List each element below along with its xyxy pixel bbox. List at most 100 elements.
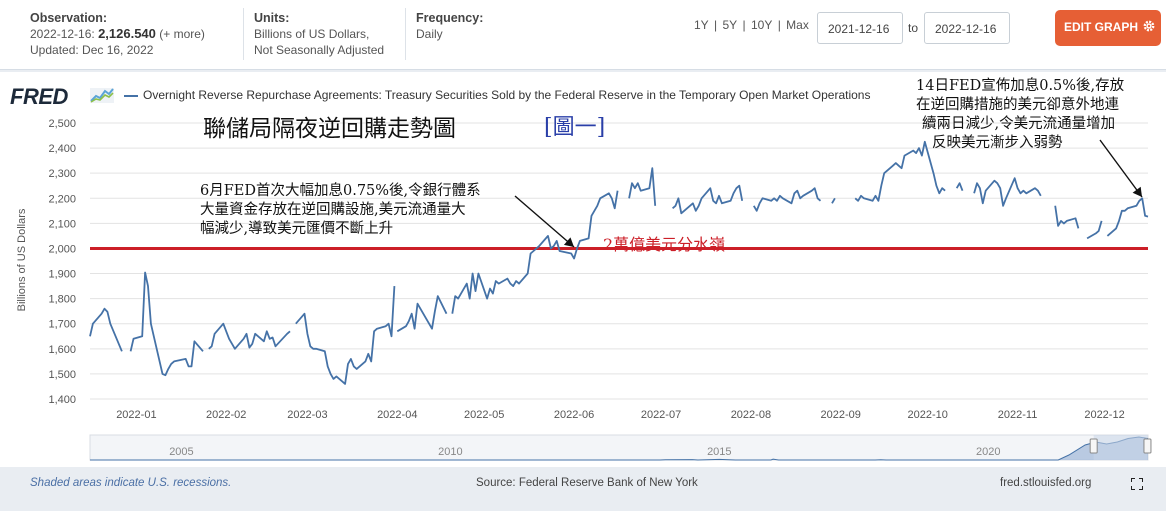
x-tick-label: 2022-12 bbox=[1084, 409, 1124, 421]
y-tick-label: 2,100 bbox=[48, 218, 76, 230]
series-line-segment bbox=[1086, 220, 1103, 240]
series-title: Overnight Reverse Repurchase Agreements:… bbox=[143, 88, 871, 102]
range-separator: | bbox=[777, 18, 781, 32]
x-tick-label: 2022-11 bbox=[998, 409, 1038, 421]
y-tick-label: 2,400 bbox=[48, 143, 76, 155]
x-tick-label: 2022-10 bbox=[908, 409, 948, 421]
annotation-title: 聯儲局隔夜逆回購走勢圖 bbox=[203, 116, 456, 142]
recession-note: Shaded areas indicate U.S. recessions. bbox=[30, 477, 232, 489]
right-note-line: 反映美元漸步入弱勢 bbox=[932, 135, 1063, 151]
annotation-arrow-shaft bbox=[514, 195, 575, 248]
series-line-group bbox=[89, 140, 1149, 385]
y-tick-label: 2,300 bbox=[48, 168, 76, 180]
units-block: Units: Billions of US Dollars, Not Seaso… bbox=[254, 10, 384, 58]
updated-date: Updated: Dec 16, 2022 bbox=[30, 43, 154, 57]
annotation-arrows bbox=[514, 139, 1143, 248]
y-tick-label: 1,900 bbox=[48, 269, 76, 281]
time-navigator: 2005 2010 2015 2020 bbox=[89, 434, 1152, 461]
edit-graph-label: EDIT GRAPH bbox=[1064, 20, 1139, 34]
x-tick-label: 2022-04 bbox=[377, 409, 417, 421]
legend-swatch bbox=[124, 95, 138, 97]
y-tick-label: 2,200 bbox=[48, 193, 76, 205]
navigator-handle bbox=[1143, 438, 1152, 454]
y-tick-label: 1,600 bbox=[48, 344, 76, 356]
left-note-line: 6月FED首次大幅加息0.75%後,令銀行體系 bbox=[200, 183, 481, 199]
navigator-year-label: 2005 bbox=[169, 446, 193, 458]
series-line-segment bbox=[1106, 197, 1149, 237]
to-label: to bbox=[908, 21, 919, 35]
threshold-label-text: 2萬億美元分水嶺 bbox=[603, 235, 726, 254]
series-line-segment bbox=[672, 184, 744, 215]
x-tick-label: 2022-07 bbox=[641, 409, 681, 421]
units-line-2: Not Seasonally Adjusted bbox=[254, 43, 385, 57]
x-tick-label: 2022-05 bbox=[464, 409, 504, 421]
units-line-1: Billions of US Dollars, bbox=[254, 27, 370, 41]
y-axis-label: Billions of US Dollars bbox=[16, 208, 28, 311]
edit-graph-button[interactable]: EDIT GRAPH bbox=[1055, 10, 1161, 46]
observation-value: 2,126.540 bbox=[98, 26, 156, 41]
annotation-right-note: 14日FED宣佈加息0.5%後,存放 在逆回購措施的美元卻意外地連 續兩日減少,… bbox=[916, 77, 1124, 153]
series-line-segment bbox=[831, 197, 836, 204]
navigator-year-label: 2010 bbox=[438, 446, 462, 458]
annotation-left-note: 6月FED首次大幅加息0.75%後,令銀行體系 大量資金存放在逆回購設施,美元流… bbox=[200, 182, 481, 239]
series-line-segment bbox=[451, 190, 619, 314]
series-line-segment bbox=[973, 177, 1042, 207]
fred-logo: FRED bbox=[10, 84, 68, 109]
navigator-selection bbox=[1093, 435, 1148, 460]
fred-mini-chart-icon bbox=[90, 88, 114, 103]
series-line-segment bbox=[89, 307, 123, 352]
y-tick-label: 1,400 bbox=[48, 394, 76, 406]
range-separator: | bbox=[714, 18, 718, 32]
fred-url-link[interactable]: fred.stlouisfed.org bbox=[1000, 477, 1092, 489]
series-line-segment bbox=[129, 271, 204, 377]
header-divider bbox=[243, 8, 244, 60]
end-date-input[interactable]: 2022-12-16 bbox=[924, 12, 1010, 44]
observation-label: Observation: bbox=[30, 11, 108, 25]
navigator-year-label: 2020 bbox=[976, 446, 1000, 458]
y-tick-label: 1,700 bbox=[48, 319, 76, 331]
annotation-arrow-shaft bbox=[1099, 139, 1143, 198]
right-note-line: 在逆回購措施的美元卻意外地連 bbox=[916, 97, 1119, 113]
x-tick-label: 2022-06 bbox=[554, 409, 594, 421]
series-line-segment bbox=[628, 167, 657, 206]
range-separator: | bbox=[742, 18, 746, 32]
range-5y[interactable]: 5Y bbox=[722, 18, 738, 32]
y-tick-label: 1,500 bbox=[48, 369, 76, 381]
annotation-figure-tag: [圖一] bbox=[544, 109, 605, 141]
annotation-arrow-head bbox=[563, 237, 574, 247]
series-line-segment bbox=[854, 140, 946, 202]
units-label: Units: bbox=[254, 11, 290, 25]
header-bar: Observation: 2022-12-16: 2,126.540 (+ mo… bbox=[0, 0, 1166, 70]
chart-svg: 1,400 1,500 1,600 1,700 1,800 1,900 2,000 2,100… bbox=[16, 118, 1152, 461]
frequency-label: Frequency: bbox=[416, 11, 484, 25]
series-line-segment bbox=[208, 322, 291, 350]
footer-bar bbox=[0, 467, 1166, 511]
y-tick-label: 1,800 bbox=[48, 294, 76, 306]
x-tick-labels: 2022-01 2022-02 2022-03 2022-04 2022-05 2022-… bbox=[116, 409, 1125, 421]
range-selector: 1Y | 5Y | 10Y | Max bbox=[694, 18, 811, 32]
y-tick-labels: 1,400 1,500 1,600 1,700 1,800 1,900 2,000 2,100… bbox=[48, 118, 76, 406]
source-note: Source: Federal Reserve Bank of New York bbox=[476, 477, 698, 489]
series-line-segment bbox=[396, 295, 448, 333]
frequency-block: Frequency: Daily bbox=[416, 10, 483, 42]
left-note-line: 大量資金存放在逆回購設施,美元流通量大 bbox=[200, 202, 466, 218]
figure-tag-text: [圖一] bbox=[544, 115, 606, 140]
range-max[interactable]: Max bbox=[786, 18, 809, 32]
x-tick-label: 2022-01 bbox=[116, 409, 156, 421]
header-divider bbox=[405, 8, 406, 60]
series-line-segment bbox=[753, 187, 822, 212]
range-10y[interactable]: 10Y bbox=[751, 18, 773, 32]
series-line-segment bbox=[955, 182, 964, 192]
series-line-segment bbox=[295, 286, 396, 385]
range-1y[interactable]: 1Y bbox=[694, 18, 709, 32]
x-tick-label: 2022-03 bbox=[287, 409, 327, 421]
gear-icon bbox=[1143, 20, 1155, 32]
start-date-input[interactable]: 2021-12-16 bbox=[817, 12, 903, 44]
series-line-segment bbox=[1054, 205, 1080, 229]
observation-more-link[interactable]: (+ more) bbox=[159, 27, 205, 41]
observation-block: Observation: 2022-12-16: 2,126.540 (+ mo… bbox=[30, 10, 205, 58]
y-tick-label: 2,500 bbox=[48, 118, 76, 130]
fullscreen-icon[interactable] bbox=[1131, 478, 1143, 490]
x-tick-label: 2022-09 bbox=[821, 409, 861, 421]
right-note-line: 續兩日減少,令美元流通量增加 bbox=[922, 116, 1116, 132]
